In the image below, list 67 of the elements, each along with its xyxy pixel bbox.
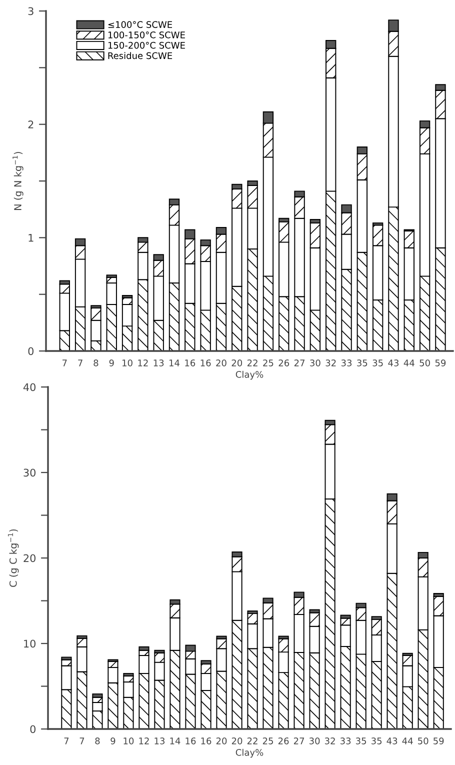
legend-label: ≤100°C SCWE	[108, 21, 172, 28]
x-tick-label: 26	[278, 359, 290, 366]
x-tick-label: 7	[80, 738, 84, 744]
x-tick-label: 7	[64, 738, 69, 744]
x-tick-label: 32	[325, 737, 335, 744]
y-tick-label: 2	[28, 120, 34, 128]
x-tick-label: 30	[309, 737, 320, 744]
y-tick-label: 30	[24, 468, 36, 477]
y-tick-label: 0	[28, 347, 34, 356]
x-axis-title: Clay%	[236, 748, 264, 758]
x-tick-label: 35	[357, 359, 368, 366]
x-tick-label: 50	[418, 737, 428, 744]
x-tick-label: 20	[232, 359, 242, 366]
x-tick-label: 13	[154, 359, 164, 366]
x-tick-label: 12	[139, 737, 149, 744]
x-tick-label: 16	[200, 359, 211, 366]
x-tick-label: 10	[122, 359, 132, 366]
x-tick-label: 22	[247, 737, 258, 744]
x-tick-label: 22	[247, 359, 258, 366]
x-tick-label: 13	[154, 737, 165, 744]
y-tick-label: 10	[24, 640, 36, 648]
y-axis-title: N (g N kg$^{−1}$)	[12, 152, 24, 210]
y-tick-label: 20	[24, 554, 36, 562]
x-tick-label: 20	[232, 737, 242, 744]
x-tick-label: 7	[78, 360, 82, 366]
x-tick-label: 16	[185, 359, 196, 366]
x-tick-label: 14	[170, 360, 180, 366]
x-tick-label: 43	[386, 737, 398, 744]
x-tick-label: 16	[201, 737, 212, 744]
x-tick-label: 16	[186, 737, 196, 744]
x-tick-label: 27	[294, 737, 304, 744]
x-tick-label: 26	[278, 737, 289, 744]
y-axis-title: C (g C kg$^{−1}$)	[8, 529, 19, 587]
y-tick-label: 3	[28, 7, 34, 16]
y-tick-label: 1	[28, 234, 34, 242]
x-tick-label: 43	[388, 359, 399, 366]
x-tick-label: 7	[62, 360, 67, 366]
x-tick-label: 25	[263, 359, 274, 366]
x-tick-label: 20	[216, 359, 226, 366]
x-tick-label: 9	[109, 359, 114, 366]
x-tick-label: 33	[340, 737, 351, 744]
x-tick-label: 8	[94, 359, 98, 366]
x-tick-label: 32	[326, 359, 336, 366]
legend-label: 150-200°C SCWE	[108, 42, 185, 49]
x-tick-label: 8	[95, 737, 100, 744]
legend-label: Residue SCWE	[108, 52, 172, 60]
x-tick-label: 35	[356, 737, 366, 744]
y-tick-label: 40	[23, 383, 36, 392]
x-tick-label: 10	[124, 737, 134, 744]
x-tick-label: 35	[372, 737, 382, 744]
x-tick-label: 33	[341, 359, 352, 366]
x-tick-label: 14	[170, 738, 180, 744]
x-tick-label: 20	[216, 737, 227, 744]
x-tick-label: 12	[138, 359, 148, 366]
x-tick-label: 25	[262, 737, 273, 744]
x-tick-label: 59	[435, 359, 446, 366]
x-tick-label: 44	[404, 360, 414, 366]
x-tick-label: 27	[294, 359, 305, 366]
x-tick-label: 30	[310, 359, 320, 366]
x-tick-label: 50	[420, 359, 430, 366]
y-tick-label: 0	[30, 725, 36, 734]
x-tick-label: 35	[372, 359, 383, 366]
x-tick-label: 44	[402, 738, 413, 744]
x-tick-label: 59	[434, 737, 444, 744]
legend-label: 100-150°C SCWE	[108, 32, 185, 38]
x-tick-label: 9	[110, 737, 116, 744]
x-axis-title: Clay%	[236, 370, 264, 380]
